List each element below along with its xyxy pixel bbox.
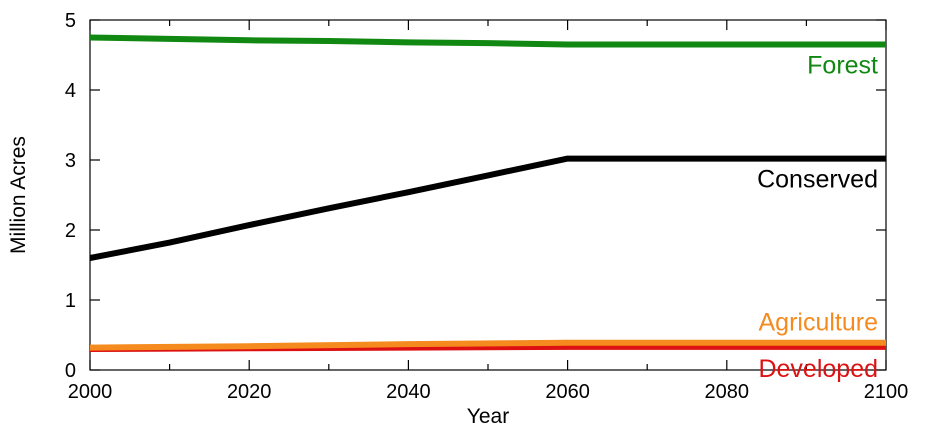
series-lines [89, 34, 886, 352]
x-tick-label: 2040 [386, 381, 431, 403]
y-tick-label: 2 [65, 220, 76, 242]
series-line-conserved [89, 155, 886, 261]
series-label-forest: Forest [807, 52, 878, 80]
x-tick-label: 2100 [864, 381, 909, 403]
series-line-agriculture [89, 339, 886, 351]
y-tick-label: 3 [65, 150, 76, 172]
x-axis-title: Year [467, 405, 509, 428]
y-axis-ticks: 0 1 2 3 4 5 [65, 10, 886, 382]
x-tick-label: 2060 [545, 381, 590, 403]
y-axis-title: Million Acres [7, 136, 30, 254]
x-tick-label: 2080 [705, 381, 750, 403]
y-tick-label: 4 [65, 80, 76, 102]
y-tick-label: 0 [65, 360, 76, 382]
x-tick-label: 2000 [68, 381, 113, 403]
series-label-conserved: Conserved [757, 166, 878, 194]
y-tick-label: 1 [65, 290, 76, 312]
y-tick-label: 5 [65, 10, 76, 32]
series-label-developed: Developed [758, 355, 878, 383]
x-axis-ticks: 2000 2020 2040 2060 2080 2100 [68, 20, 909, 403]
series-line-forest [89, 34, 886, 48]
series-labels: Forest Conserved Developed Agriculture [757, 52, 878, 383]
series-label-agriculture: Agriculture [759, 309, 879, 337]
x-tick-label: 2020 [227, 381, 272, 403]
